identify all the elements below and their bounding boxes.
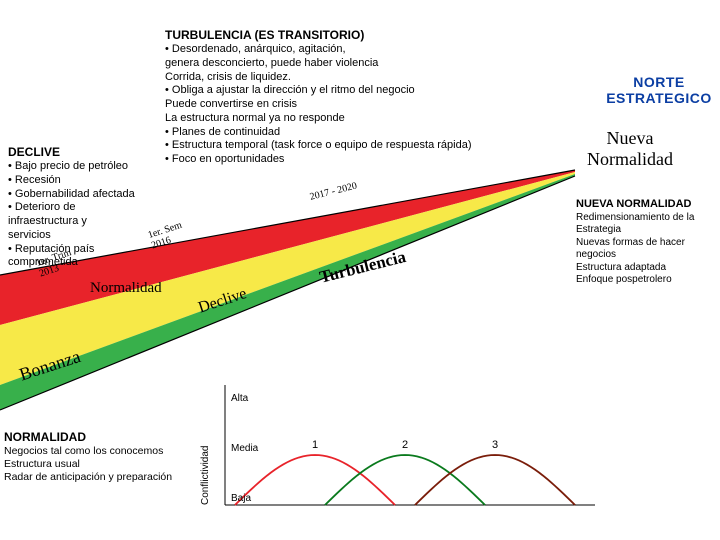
arc-number: 2 [402, 439, 408, 451]
declive-block: DECLIVE • Bajo precio de petróleo• Reces… [8, 145, 168, 270]
norte-line1: NORTE [604, 74, 714, 90]
declive-title: DECLIVE [8, 145, 168, 160]
y-tick: Media [231, 443, 258, 454]
y-axis-title: Conflictividad [200, 446, 211, 505]
turbulencia-title: TURBULENCIA (ES TRANSITORIO) [165, 28, 525, 43]
nueva-normalidad-title: Nueva Normalidad [570, 128, 690, 170]
turbulencia-block: TURBULENCIA (ES TRANSITORIO) • Desordena… [165, 28, 525, 167]
normalidad-block: NORMALIDAD Negocios tal como los conocem… [4, 430, 214, 484]
y-tick: Alta [231, 393, 248, 404]
arc-number: 3 [492, 439, 498, 451]
nn-block-title: NUEVA NORMALIDAD [576, 198, 716, 212]
normalidad-title: NORMALIDAD [4, 430, 214, 445]
norte-estrategico: NORTE ESTRATEGICO [604, 74, 714, 106]
normalidad-lines: Negocios tal como los conocemosEstructur… [4, 445, 214, 484]
turbulencia-lines: • Desordenado, anárquico, agitación,gene… [165, 43, 525, 167]
arc-number: 1 [312, 439, 318, 451]
nn-block-lines: Redimensionamiento de la EstrategiaNueva… [576, 212, 716, 287]
normalidad-label: Normalidad [90, 280, 162, 297]
norte-line2: ESTRATEGICO [604, 90, 714, 106]
nueva-normalidad-block: NUEVA NORMALIDAD Redimensionamiento de l… [576, 198, 716, 287]
nn-line2: Normalidad [570, 149, 690, 170]
declive-lines: • Bajo precio de petróleo• Recesión• Gob… [8, 160, 168, 270]
nn-line1: Nueva [570, 128, 690, 149]
y-tick: Baja [231, 493, 251, 504]
